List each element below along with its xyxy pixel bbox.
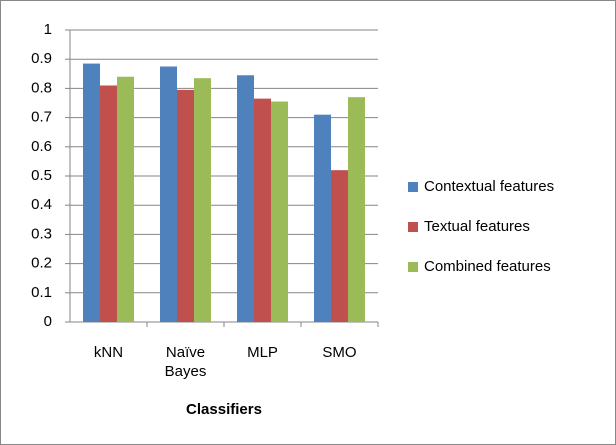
x-tick-label: SMO xyxy=(322,344,357,361)
x-tick-label: MLP xyxy=(247,344,278,361)
bar xyxy=(160,66,177,322)
y-tick-label: 0.7 xyxy=(31,109,52,126)
legend-swatch xyxy=(408,182,418,192)
bar xyxy=(237,75,254,322)
y-tick-label: 0 xyxy=(44,313,52,330)
y-tick-label: 0.2 xyxy=(31,255,52,272)
y-tick-label: 0.3 xyxy=(31,225,52,242)
legend-label: Combined features xyxy=(424,258,551,275)
legend-swatch xyxy=(408,262,418,272)
y-tick-label: 0.5 xyxy=(31,167,52,184)
x-axis-label: Classifiers xyxy=(186,401,262,418)
x-tick-label: Naïve Bayes xyxy=(164,344,207,380)
y-tick-label: 1 xyxy=(44,21,52,38)
legend-swatch xyxy=(408,222,418,232)
bar xyxy=(100,85,117,322)
y-tick-label: 0.4 xyxy=(31,196,52,213)
y-tick-label: 0.1 xyxy=(31,284,52,301)
bar xyxy=(117,76,134,322)
y-tick-label: 0.9 xyxy=(31,50,52,67)
bar xyxy=(83,63,100,323)
bar xyxy=(331,170,348,322)
bar xyxy=(177,89,194,322)
bar xyxy=(348,97,365,322)
y-tick-label: 0.6 xyxy=(31,138,52,155)
legend-label: Textual features xyxy=(424,218,530,235)
bar xyxy=(254,98,271,323)
bar xyxy=(314,114,331,323)
bar xyxy=(271,101,288,322)
x-tick-label: kNN xyxy=(93,344,124,361)
y-tick-label: 0.8 xyxy=(31,79,52,96)
bar xyxy=(194,78,211,323)
legend-label: Contextual features xyxy=(424,178,554,195)
